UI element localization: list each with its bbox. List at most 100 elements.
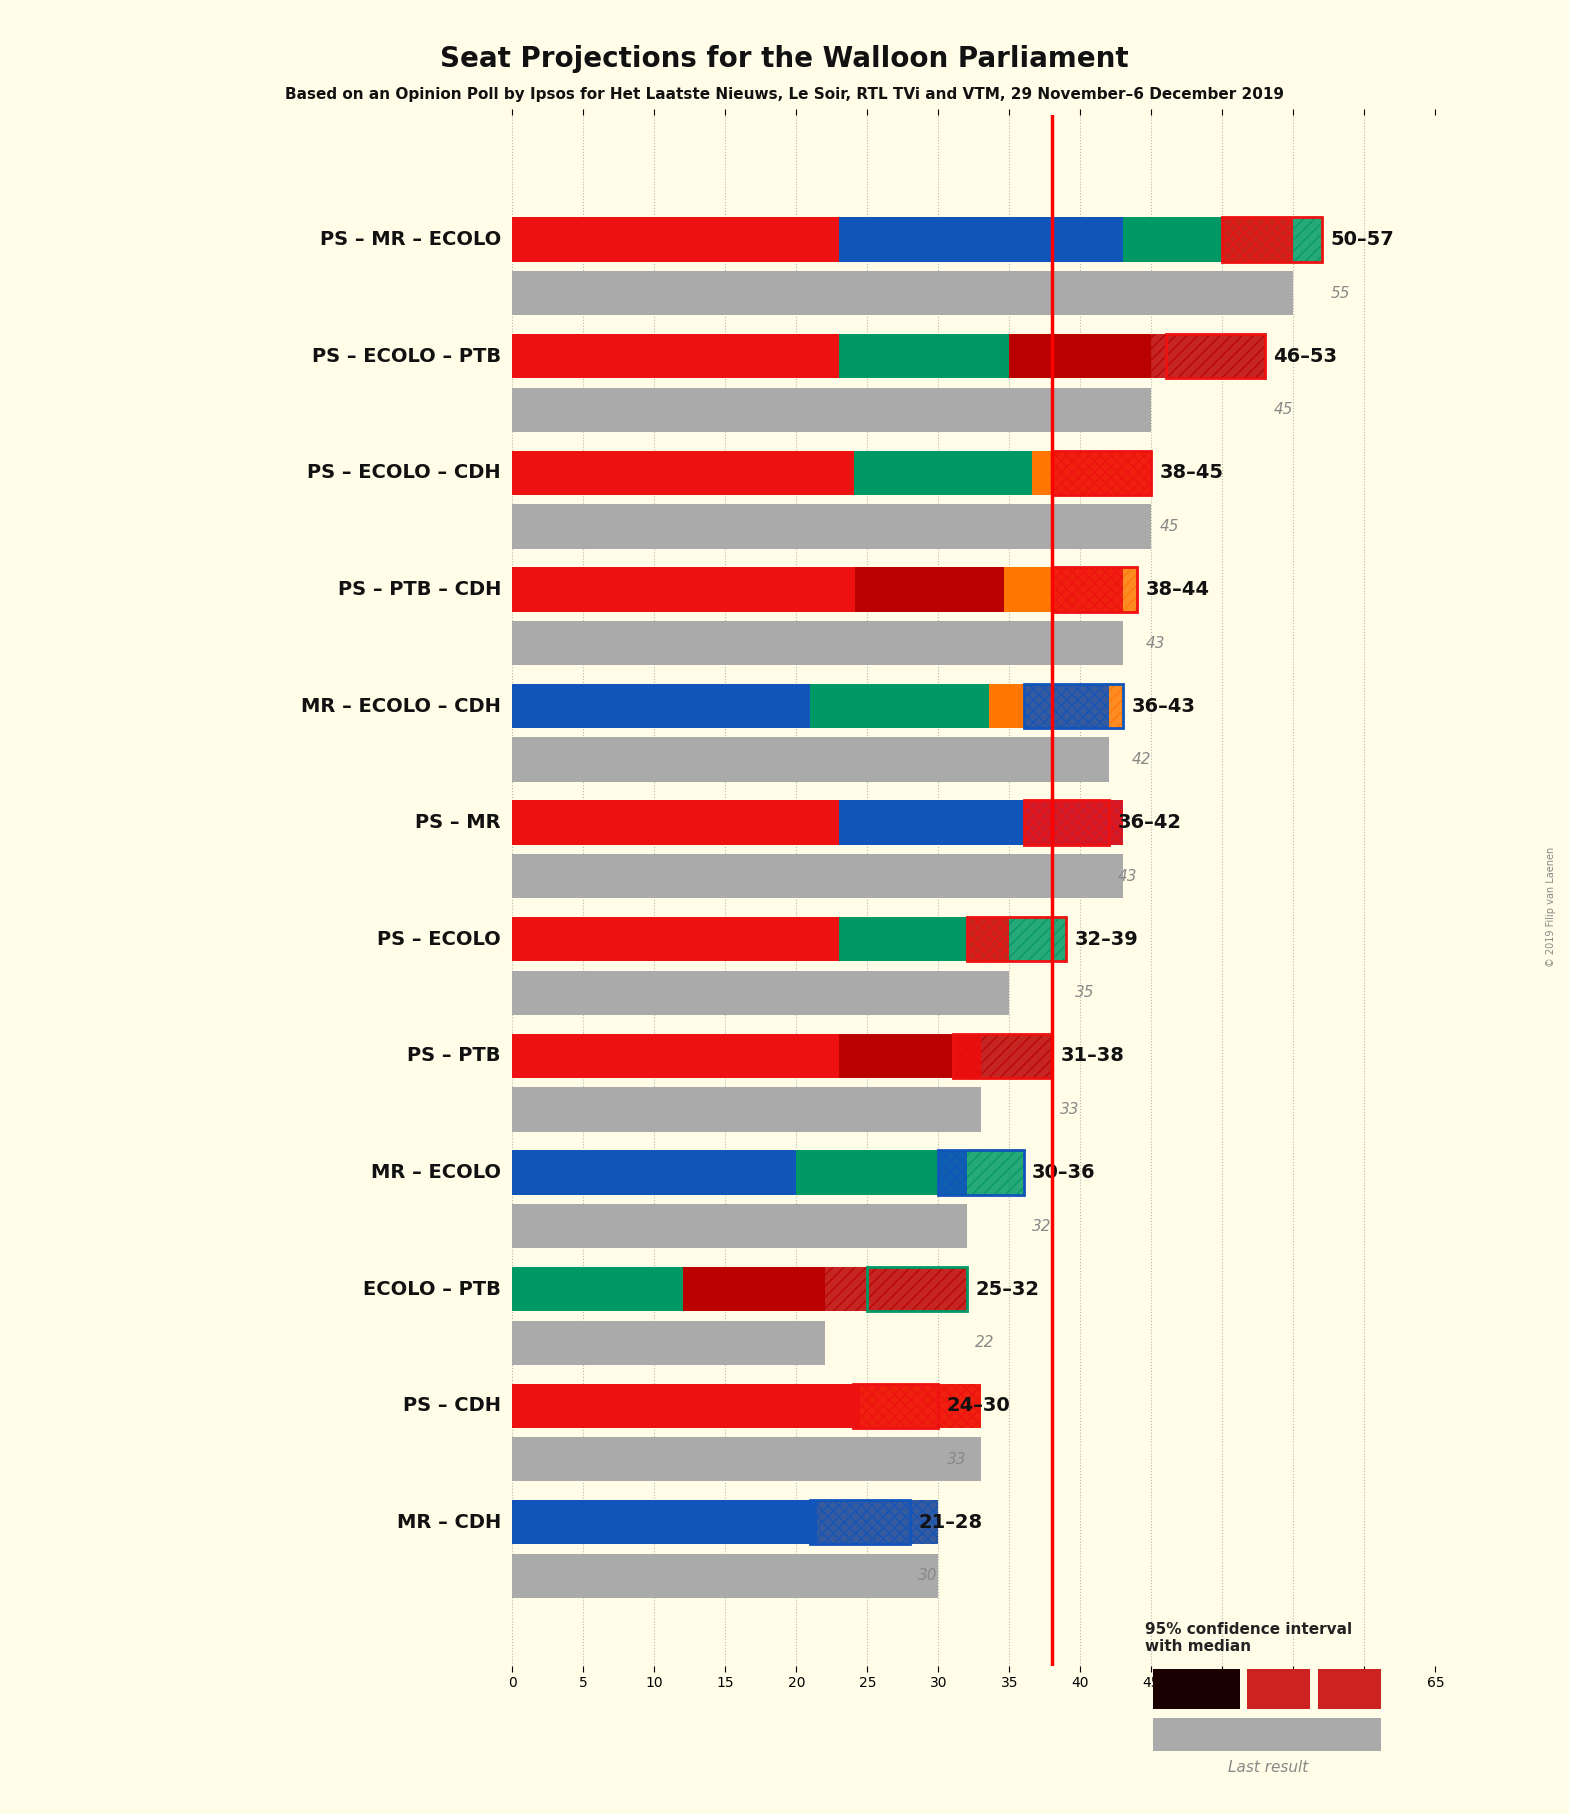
Bar xyxy=(860,1384,981,1428)
Bar xyxy=(1051,450,1152,495)
Bar xyxy=(683,1266,825,1312)
Bar xyxy=(967,1150,1023,1195)
Text: PS – ECOLO – CDH: PS – ECOLO – CDH xyxy=(308,463,501,483)
Bar xyxy=(868,1266,967,1312)
Bar xyxy=(511,854,1123,898)
Bar xyxy=(1051,568,1123,611)
Text: Seat Projections for the Walloon Parliament: Seat Projections for the Walloon Parliam… xyxy=(441,45,1128,73)
Bar xyxy=(1023,800,1123,845)
Bar xyxy=(839,800,1123,845)
Bar xyxy=(854,1384,981,1428)
Text: 35: 35 xyxy=(1075,985,1094,1000)
Text: Based on an Opinion Poll by Ipsos for Het Laatste Nieuws, Le Soir, RTL TVi and V: Based on an Opinion Poll by Ipsos for He… xyxy=(286,87,1283,102)
Bar xyxy=(990,684,1109,727)
Text: 55: 55 xyxy=(1331,285,1349,301)
Text: 42: 42 xyxy=(1131,753,1152,767)
Bar xyxy=(511,270,1293,316)
Bar xyxy=(825,1266,967,1312)
Bar xyxy=(511,1500,816,1544)
Bar xyxy=(811,684,990,727)
Bar xyxy=(981,1034,1051,1078)
Bar xyxy=(1009,918,1065,961)
Bar xyxy=(511,1555,938,1598)
Text: PS – PTB: PS – PTB xyxy=(408,1047,501,1065)
Bar xyxy=(511,970,1009,1016)
Bar xyxy=(1023,684,1109,727)
Text: 30: 30 xyxy=(918,1569,938,1584)
Text: 30–36: 30–36 xyxy=(1032,1163,1095,1183)
Bar xyxy=(1152,334,1265,379)
Bar xyxy=(938,1150,967,1195)
Text: 43: 43 xyxy=(1117,869,1138,883)
Bar xyxy=(1004,568,1123,611)
Bar xyxy=(952,1034,1051,1078)
Bar xyxy=(511,1437,981,1482)
Bar xyxy=(511,568,855,611)
Text: © 2019 Filip van Laenen: © 2019 Filip van Laenen xyxy=(1547,847,1556,967)
Bar xyxy=(511,800,839,845)
Bar xyxy=(511,620,1123,666)
Text: ECOLO – PTB: ECOLO – PTB xyxy=(362,1279,501,1299)
Bar xyxy=(511,1384,860,1428)
Bar xyxy=(839,1034,981,1078)
Bar xyxy=(811,1500,910,1544)
Bar xyxy=(938,1150,1023,1195)
Text: 43: 43 xyxy=(1145,635,1166,651)
Bar xyxy=(1023,684,1123,727)
Bar xyxy=(1051,450,1152,495)
Text: 38–45: 38–45 xyxy=(1159,463,1224,483)
Text: 21–28: 21–28 xyxy=(918,1513,982,1531)
Bar xyxy=(839,918,1009,961)
Bar xyxy=(511,738,1109,782)
Bar xyxy=(839,334,1009,379)
Text: 22: 22 xyxy=(976,1335,995,1350)
Bar xyxy=(511,334,839,379)
Bar xyxy=(816,1500,938,1544)
Text: 25–32: 25–32 xyxy=(976,1279,1039,1299)
Text: 33: 33 xyxy=(1061,1101,1079,1117)
Text: 45: 45 xyxy=(1274,403,1293,417)
Bar xyxy=(967,918,1065,961)
Text: PS – ECOLO – PTB: PS – ECOLO – PTB xyxy=(312,346,501,366)
Bar xyxy=(854,450,1032,495)
Bar xyxy=(511,218,839,261)
Text: 45: 45 xyxy=(1159,519,1180,533)
Text: 36–43: 36–43 xyxy=(1131,697,1196,715)
Bar xyxy=(511,1150,797,1195)
Bar xyxy=(839,218,1123,261)
Bar xyxy=(511,918,839,961)
Text: 32–39: 32–39 xyxy=(1075,931,1139,949)
Bar xyxy=(1023,800,1109,845)
Bar xyxy=(511,450,854,495)
Bar xyxy=(511,1321,825,1364)
Bar xyxy=(1123,568,1138,611)
Text: PS – PTB – CDH: PS – PTB – CDH xyxy=(337,580,501,599)
Text: MR – ECOLO: MR – ECOLO xyxy=(370,1163,501,1183)
Text: 32: 32 xyxy=(1032,1219,1051,1234)
Text: PS – ECOLO: PS – ECOLO xyxy=(377,931,501,949)
Text: PS – MR: PS – MR xyxy=(416,813,501,833)
Bar xyxy=(511,1266,683,1312)
Bar xyxy=(967,918,1009,961)
Bar xyxy=(511,504,1152,548)
Text: Last result: Last result xyxy=(1227,1760,1309,1774)
Bar xyxy=(1222,218,1321,261)
Text: 50–57: 50–57 xyxy=(1331,230,1393,249)
Text: MR – CDH: MR – CDH xyxy=(397,1513,501,1531)
Text: MR – ECOLO – CDH: MR – ECOLO – CDH xyxy=(301,697,501,715)
Bar xyxy=(511,1087,981,1132)
Text: 36–42: 36–42 xyxy=(1117,813,1181,833)
Bar xyxy=(854,1384,938,1428)
Text: 33: 33 xyxy=(946,1451,967,1468)
Text: PS – MR – ECOLO: PS – MR – ECOLO xyxy=(320,230,501,249)
Text: 46–53: 46–53 xyxy=(1274,346,1337,366)
Text: 31–38: 31–38 xyxy=(1061,1047,1125,1065)
Bar xyxy=(1166,334,1265,379)
Bar xyxy=(811,1500,938,1544)
Bar xyxy=(797,1150,967,1195)
Bar xyxy=(1123,218,1293,261)
Text: 95% confidence interval
with median: 95% confidence interval with median xyxy=(1145,1622,1352,1654)
Bar xyxy=(855,568,1004,611)
Bar xyxy=(511,1204,967,1248)
Bar xyxy=(511,388,1152,432)
